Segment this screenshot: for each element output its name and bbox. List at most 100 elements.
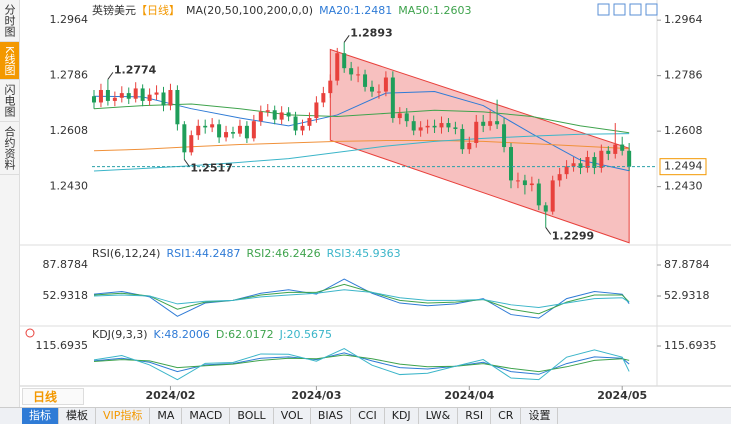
extreme-pointer <box>343 35 350 43</box>
panel-title: RSI(6,12,24) <box>92 247 160 260</box>
candle-body <box>92 96 96 103</box>
candle-body <box>328 80 333 94</box>
tab[interactable]: LW& <box>419 408 459 424</box>
candle-body <box>578 163 583 168</box>
candle-body <box>356 74 361 76</box>
side-tab[interactable]: 闪电图 <box>0 80 19 123</box>
legend-entry: MA20:1.2481 <box>319 4 392 17</box>
y-tick-label: 1.2608 <box>50 124 89 137</box>
legend-entry: J:20.5675 <box>279 328 332 341</box>
tab[interactable]: CCI <box>351 408 385 424</box>
tab[interactable]: 模板 <box>59 408 96 424</box>
panel-header: RSI(6,12,24) RSI1:44.2487 RSI2:46.2426 RSI3… <box>92 247 401 260</box>
tab[interactable]: 设置 <box>521 408 559 424</box>
x-tick-label: 2024/04 <box>444 389 494 402</box>
extreme-label: 1.2893 <box>350 26 392 39</box>
candle-body <box>335 53 340 81</box>
candle-body <box>467 142 472 150</box>
candle-body <box>182 124 187 153</box>
panel-title: 英镑美元 <box>92 3 136 17</box>
candle-body <box>112 97 117 101</box>
tab[interactable]: RSI <box>458 408 492 424</box>
candle-body <box>564 166 569 175</box>
y-tick-label: 1.2964 <box>664 13 703 26</box>
candle-body <box>557 174 562 181</box>
legend-entry: K:48.2006 <box>154 328 210 341</box>
y-tick-label: 87.8784 <box>43 258 89 271</box>
candle-body <box>370 86 374 92</box>
y-tick-label: 1.2430 <box>664 180 703 193</box>
candle-body <box>286 112 291 117</box>
candle-body <box>105 89 110 101</box>
candle-body <box>251 121 256 139</box>
candle-body <box>265 110 270 112</box>
legend-entry: RSI2:46.2426 <box>247 247 321 260</box>
candle-body <box>599 150 604 168</box>
candle-body <box>147 94 152 101</box>
candle-body <box>300 125 305 131</box>
candle-body <box>571 163 576 167</box>
settings-icon[interactable] <box>25 328 35 338</box>
candle-body <box>627 150 632 167</box>
candle-body <box>175 89 180 125</box>
candle-body <box>460 128 465 150</box>
last-price-label: 1.2494 <box>664 160 703 173</box>
tab[interactable]: MACD <box>182 408 231 424</box>
indicator-line <box>93 289 630 308</box>
candle-body <box>349 68 354 75</box>
extreme-label: 1.2517 <box>190 162 232 175</box>
tab[interactable]: CR <box>491 408 522 424</box>
ma-line <box>93 103 630 134</box>
candle-body <box>550 180 555 212</box>
candle-body <box>244 125 249 139</box>
toolbar-icons <box>597 3 658 16</box>
indicator-line <box>93 354 630 373</box>
candle-body <box>321 93 326 103</box>
y-tick-label: 1.2786 <box>50 69 89 82</box>
candle-body <box>133 88 138 99</box>
candle-body <box>363 74 368 87</box>
sidebar: 分时图 K线图 闪电图 合约资料 <box>0 0 20 407</box>
side-tab[interactable]: 合约资料 <box>0 122 19 176</box>
candle-body <box>217 124 222 138</box>
tab[interactable]: BIAS <box>311 408 352 424</box>
candle-body <box>237 125 242 134</box>
indicator-tabs: 指标 模板 VIP指标 MA MACD BOLL VOL BIAS CCI KD… <box>0 407 731 424</box>
candle-body <box>620 144 625 151</box>
extreme-label: 1.2774 <box>114 63 157 76</box>
period-button[interactable]: 日线 <box>22 388 84 405</box>
tab[interactable]: BOLL <box>230 408 274 424</box>
extreme-label: 1.2299 <box>552 229 594 242</box>
legend-entry: MA50:1.2603 <box>398 4 471 17</box>
y-tick-label: 1.2964 <box>50 13 89 26</box>
x-tick-label: 2024/03 <box>291 389 341 402</box>
candle-body <box>342 53 347 69</box>
legend-entry: D:62.0172 <box>216 328 274 341</box>
candle-body <box>390 77 395 119</box>
side-tab[interactable]: 分时图 <box>0 0 19 42</box>
panel-header: KDJ(9,3,3) K:48.2006 D:62.0172 J:20.5675 <box>92 328 332 341</box>
candle-body <box>522 180 527 186</box>
tab[interactable]: KDJ <box>385 408 419 424</box>
tab[interactable]: 指标 <box>22 408 59 424</box>
candle-body <box>98 89 103 103</box>
y-tick-label: 115.6935 <box>664 339 717 352</box>
candle-body <box>224 132 229 138</box>
candle-body <box>383 77 388 92</box>
tab[interactable]: VOL <box>274 408 311 424</box>
period-label: 【日线】 <box>136 3 180 17</box>
candle-body <box>585 157 590 168</box>
candle-body <box>502 124 507 148</box>
indicator-line <box>93 348 630 381</box>
indicator-line <box>93 352 630 375</box>
side-tab[interactable]: K线图 <box>0 42 19 81</box>
candle-body <box>543 205 548 212</box>
candle-body <box>168 89 173 106</box>
tab[interactable]: VIP指标 <box>96 408 151 424</box>
tab[interactable]: MA <box>150 408 183 424</box>
y-tick-label: 87.8784 <box>664 258 710 271</box>
candle-body <box>196 125 201 136</box>
x-tick-label: 2024/05 <box>597 389 647 402</box>
candle-body <box>126 93 131 99</box>
